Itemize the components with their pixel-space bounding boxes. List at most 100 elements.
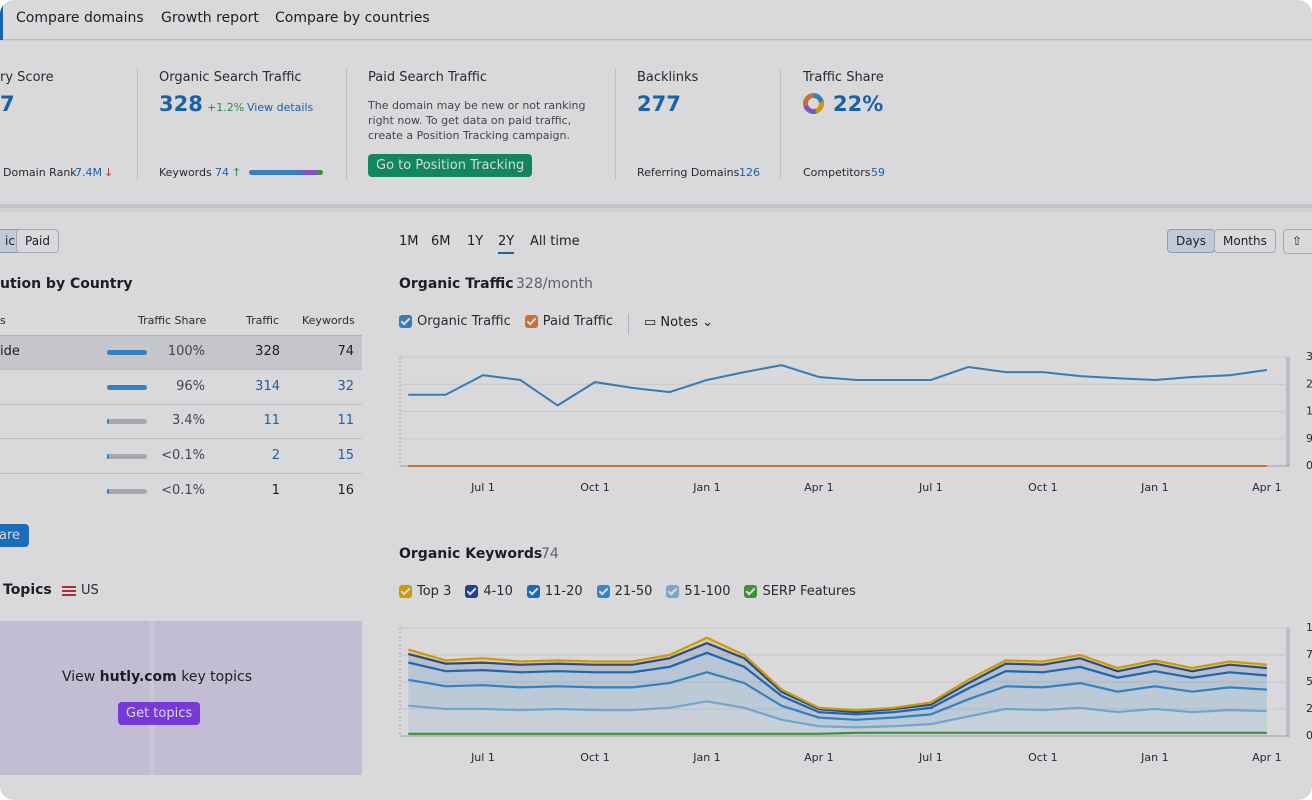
legend-label[interactable]: Top 3 <box>417 584 452 599</box>
metric-footer-label: Referring Domains <box>637 166 740 179</box>
legend-checkbox[interactable] <box>465 585 479 598</box>
y-tick-label: 0 <box>1306 459 1312 472</box>
legend-label[interactable]: 4-10 <box>483 584 513 599</box>
view-button[interactable]: Months <box>1214 229 1276 253</box>
separator <box>615 68 616 180</box>
y-tick-label: 9 <box>1306 432 1312 445</box>
stacked-area-edge <box>407 636 1267 712</box>
x-tick-label: Apr 1 <box>1252 481 1282 494</box>
legend-item[interactable]: 51-100 <box>666 584 730 599</box>
traffic-cell: 328 <box>255 344 280 359</box>
legend-checkbox[interactable] <box>596 585 610 598</box>
traffic-cell[interactable]: 11 <box>263 413 280 429</box>
traffic-cell[interactable]: 2 <box>271 448 280 464</box>
legend-checkbox[interactable] <box>526 585 540 598</box>
export-button[interactable]: ⇧ <box>1283 229 1312 254</box>
metric-value[interactable]: 277 <box>637 92 681 116</box>
x-tick-label: Oct 1 <box>580 481 610 494</box>
legend-label[interactable]: 11-20 <box>544 584 583 599</box>
metric-footer-label: Competitors <box>803 166 871 179</box>
legend-checkbox[interactable] <box>399 315 412 328</box>
text: View <box>61 669 96 685</box>
x-tick-label: Oct 1 <box>1028 751 1058 764</box>
row-line <box>0 369 362 370</box>
topics-domain: hutly.com <box>99 669 177 685</box>
share-cell: 3.4% <box>171 413 205 429</box>
y-tick-label: 2 <box>1306 702 1312 715</box>
row-line <box>0 438 362 440</box>
tab[interactable]: Compare domains <box>16 10 144 26</box>
share-bar <box>107 419 109 425</box>
stacked-area-edge <box>408 641 1267 714</box>
chart-title: Organic Keywords <box>399 546 543 562</box>
share-bar-track <box>107 454 147 460</box>
period-button[interactable]: 6M <box>431 234 451 249</box>
nav-bar: Compare domains Growth report Compare by… <box>0 0 1312 40</box>
legend-item[interactable]: 4-10 <box>465 584 513 599</box>
legend-checkbox[interactable] <box>666 585 680 598</box>
metric-value: 22% <box>833 92 884 116</box>
metric-footer-value[interactable]: 74 <box>215 166 229 179</box>
stacked-area <box>408 672 1267 728</box>
legend-checkbox[interactable] <box>399 585 412 598</box>
trend-arrow: ↑ <box>232 166 242 179</box>
metric-footer-label: Keywords <box>159 166 212 179</box>
metric-value[interactable]: 328 <box>159 92 203 116</box>
legend-label[interactable]: 51-100 <box>684 584 731 599</box>
share-bar <box>107 488 109 494</box>
keywords-cell: 16 <box>337 482 354 498</box>
legend-checkbox[interactable] <box>744 585 758 598</box>
chart-subtitle: 328/month <box>516 276 593 292</box>
metric-footer-value[interactable]: 126 <box>739 166 760 179</box>
toggle-button[interactable]: Paid <box>16 229 60 253</box>
legend-label[interactable]: Organic Traffic <box>417 314 511 329</box>
country-name: ide <box>0 344 20 359</box>
stacked-area-edge <box>408 671 1267 721</box>
chart-subtitle: 74 <box>541 546 559 562</box>
legend-item[interactable]: Top 3 <box>399 584 451 599</box>
legend-label[interactable]: SERP Features <box>762 584 856 599</box>
legend-item[interactable]: SERP Features <box>744 584 856 599</box>
x-tick-label: Jan 1 <box>692 751 720 764</box>
keywords-cell[interactable]: 32 <box>337 378 354 394</box>
x-tick-label: Jul 1 <box>918 481 943 494</box>
notes-button[interactable]: ▭ Notes ⌄ <box>644 315 713 330</box>
table-title: ution by Country <box>0 276 133 292</box>
legend-label[interactable]: Paid Traffic <box>542 314 614 329</box>
get-topics-button[interactable]: Get topics <box>118 702 201 725</box>
period-button[interactable]: 1M <box>399 234 419 249</box>
stacked-area-edge <box>408 651 1267 716</box>
metric-footer-value[interactable]: 59 <box>871 166 885 179</box>
stacked-area-edge <box>408 700 1267 729</box>
share-bar-track <box>107 419 147 425</box>
trend-arrow: ↓ <box>104 166 114 179</box>
share-cell: 100% <box>167 344 205 359</box>
metric-link[interactable]: View details <box>247 101 314 114</box>
legend-item[interactable]: 21-50 <box>596 584 653 599</box>
topics-box <box>0 621 362 775</box>
tab[interactable]: Growth report <box>161 10 259 26</box>
metric-title: Paid Search Traffic <box>368 70 488 85</box>
period-button[interactable]: All time <box>530 234 580 249</box>
traffic-cell[interactable]: 314 <box>255 378 280 394</box>
legend-checkbox[interactable] <box>524 315 538 328</box>
keywords-cell[interactable]: 11 <box>337 413 354 429</box>
text: key topics <box>181 669 252 685</box>
x-tick-label: Apr 1 <box>804 481 834 494</box>
metric-footer-value[interactable]: 7.4M <box>75 166 102 179</box>
period-button[interactable]: 1Y <box>467 234 484 249</box>
compare-button[interactable]: are <box>0 524 30 547</box>
keywords-cell[interactable]: 15 <box>337 448 354 464</box>
legend-label[interactable]: 21-50 <box>614 584 653 599</box>
legend-item[interactable]: Paid Traffic <box>524 314 614 329</box>
notes-label[interactable]: Notes <box>660 315 698 330</box>
period-button[interactable]: 2Y <box>498 234 515 254</box>
topics-text: View hutly.com key topics <box>0 669 314 685</box>
legend-item[interactable]: 11-20 <box>526 584 583 599</box>
share-bar <box>107 454 109 460</box>
tracking-button[interactable]: Go to Position Tracking <box>368 154 533 177</box>
tab[interactable]: Compare by countries <box>275 10 430 26</box>
legend-item[interactable]: Organic Traffic <box>399 314 511 329</box>
share-bar <box>107 350 147 355</box>
